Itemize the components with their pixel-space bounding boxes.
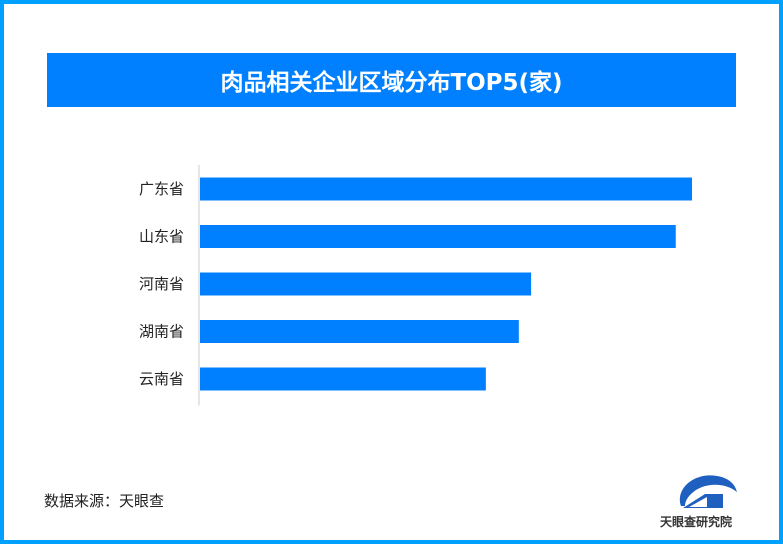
bar-1 (200, 225, 676, 248)
bar-4 (200, 367, 486, 391)
category-label: 湖南省 (139, 323, 184, 341)
bar-2 (200, 272, 532, 296)
logo-text: 天眼查研究院 (660, 515, 733, 529)
bar-3 (200, 320, 519, 343)
tianyancha-logo-icon (679, 475, 737, 508)
category-label: 广东省 (139, 180, 184, 198)
data-source: 数据来源：天眼查 (44, 492, 165, 510)
chart-title: 肉品相关企业区域分布TOP5(家) (47, 53, 736, 107)
category-label: 山东省 (139, 228, 184, 246)
category-label: 河南省 (139, 275, 184, 293)
bar-0 (200, 177, 692, 201)
category-label: 云南省 (139, 370, 184, 388)
